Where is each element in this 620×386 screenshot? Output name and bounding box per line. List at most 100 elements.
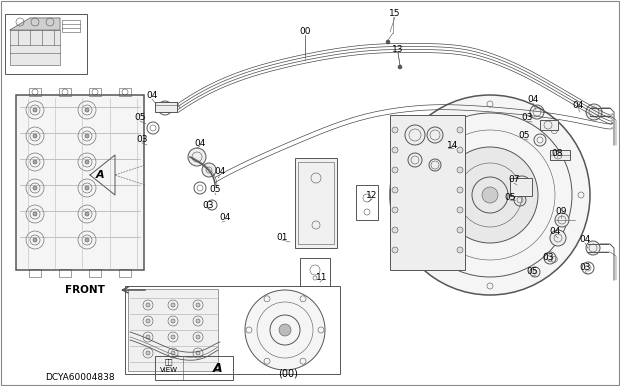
Text: 03: 03 (542, 254, 554, 262)
Circle shape (146, 335, 150, 339)
Text: 03: 03 (136, 135, 148, 144)
Text: 12: 12 (366, 191, 378, 200)
Bar (125, 286, 340, 374)
Text: 05: 05 (518, 132, 529, 141)
Circle shape (398, 65, 402, 69)
Circle shape (146, 351, 150, 355)
Circle shape (392, 247, 398, 253)
Bar (432, 132, 450, 167)
Circle shape (171, 351, 175, 355)
Text: A: A (213, 362, 223, 374)
Text: 14: 14 (447, 141, 459, 149)
Bar (155, 102, 177, 112)
Text: (00): (00) (278, 368, 298, 378)
Bar (119, 88, 131, 96)
Circle shape (85, 160, 89, 164)
Circle shape (171, 335, 175, 339)
Circle shape (586, 241, 600, 255)
Circle shape (457, 167, 463, 173)
Circle shape (392, 147, 398, 153)
Circle shape (392, 227, 398, 233)
Bar (16, 95, 144, 270)
Circle shape (188, 148, 206, 166)
Circle shape (442, 147, 538, 243)
Circle shape (171, 303, 175, 307)
Text: 11: 11 (316, 273, 328, 281)
Bar (5, 14, 87, 74)
Circle shape (85, 134, 89, 138)
Circle shape (33, 160, 37, 164)
Circle shape (196, 303, 200, 307)
Text: 04: 04 (549, 227, 560, 237)
Circle shape (457, 147, 463, 153)
Text: 00: 00 (299, 27, 311, 37)
Bar (300, 258, 330, 286)
Text: 05: 05 (526, 267, 538, 276)
Circle shape (457, 247, 463, 253)
Text: 05: 05 (504, 193, 516, 201)
Bar (390, 115, 465, 270)
Circle shape (550, 230, 566, 246)
Text: FRONT: FRONT (65, 285, 105, 295)
Circle shape (392, 207, 398, 213)
Bar (89, 269, 101, 277)
Bar (59, 88, 71, 96)
Bar (89, 88, 101, 96)
Text: VIEW: VIEW (160, 367, 178, 373)
Circle shape (386, 40, 390, 44)
Text: 05: 05 (210, 186, 221, 195)
Circle shape (171, 319, 175, 323)
Circle shape (196, 319, 200, 323)
Circle shape (33, 186, 37, 190)
Text: 03: 03 (202, 200, 214, 210)
Text: 04: 04 (579, 235, 591, 244)
Circle shape (33, 212, 37, 216)
Text: A: A (95, 170, 104, 180)
Circle shape (85, 186, 89, 190)
Polygon shape (10, 18, 60, 30)
Text: 09: 09 (556, 208, 567, 217)
Circle shape (555, 213, 569, 227)
Bar (10, 30, 60, 65)
Text: 07: 07 (508, 176, 520, 185)
Circle shape (33, 108, 37, 112)
Text: 04: 04 (146, 91, 157, 100)
Text: 08: 08 (551, 149, 563, 157)
Circle shape (457, 127, 463, 133)
Text: DCYA60004838: DCYA60004838 (45, 374, 115, 383)
Text: 局部: 局部 (165, 359, 173, 365)
Bar (128, 289, 218, 371)
Text: 03: 03 (521, 113, 533, 122)
Bar (356, 185, 378, 220)
Circle shape (85, 238, 89, 242)
Bar (540, 120, 558, 130)
Bar (155, 356, 233, 380)
Bar (298, 162, 334, 244)
Text: 03: 03 (579, 264, 591, 273)
Text: 05: 05 (135, 113, 146, 122)
Text: 13: 13 (392, 46, 404, 54)
Circle shape (279, 324, 291, 336)
Circle shape (85, 212, 89, 216)
Bar (510, 178, 532, 196)
Bar (119, 269, 131, 277)
Bar (550, 150, 570, 160)
Text: 04: 04 (215, 168, 226, 176)
Circle shape (245, 290, 325, 370)
Circle shape (457, 187, 463, 193)
Circle shape (196, 335, 200, 339)
Circle shape (390, 95, 590, 295)
Bar (29, 269, 41, 277)
Circle shape (85, 108, 89, 112)
Circle shape (457, 207, 463, 213)
Bar (59, 269, 71, 277)
Circle shape (33, 134, 37, 138)
Circle shape (146, 303, 150, 307)
Bar (62, 20, 80, 32)
Text: 04: 04 (572, 100, 583, 110)
Text: 04: 04 (194, 139, 206, 147)
Circle shape (392, 127, 398, 133)
Bar (434, 136, 448, 163)
Circle shape (586, 104, 602, 120)
Circle shape (482, 187, 498, 203)
